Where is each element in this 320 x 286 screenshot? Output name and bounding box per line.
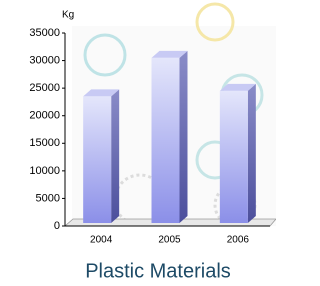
y-tick-label: 5000 bbox=[36, 192, 60, 204]
y-tick-label: 25000 bbox=[29, 82, 60, 94]
x-tick-label: 2006 bbox=[227, 235, 250, 246]
chart: Kg Plastic Materials 0 5000 10000 15000 2000… bbox=[0, 0, 276, 286]
y-tick-label: 35000 bbox=[29, 27, 60, 39]
x-tick-label: 2004 bbox=[90, 235, 113, 246]
y-tick-label: 10000 bbox=[29, 165, 60, 177]
x-tick-label: 2005 bbox=[158, 235, 181, 246]
bar-side bbox=[180, 51, 188, 223]
bar bbox=[220, 91, 248, 223]
y-tick-label: 20000 bbox=[29, 110, 60, 122]
y-tick-label: 15000 bbox=[29, 137, 60, 149]
bar-side bbox=[111, 89, 119, 223]
y-tick-label: 30000 bbox=[29, 54, 60, 66]
chart-title: Plastic Materials bbox=[85, 260, 231, 282]
bar-side bbox=[248, 84, 256, 223]
y-tick-label: 0 bbox=[54, 220, 60, 232]
bar bbox=[152, 58, 180, 223]
bar bbox=[83, 96, 111, 223]
y-axis-label: Kg bbox=[62, 10, 74, 21]
